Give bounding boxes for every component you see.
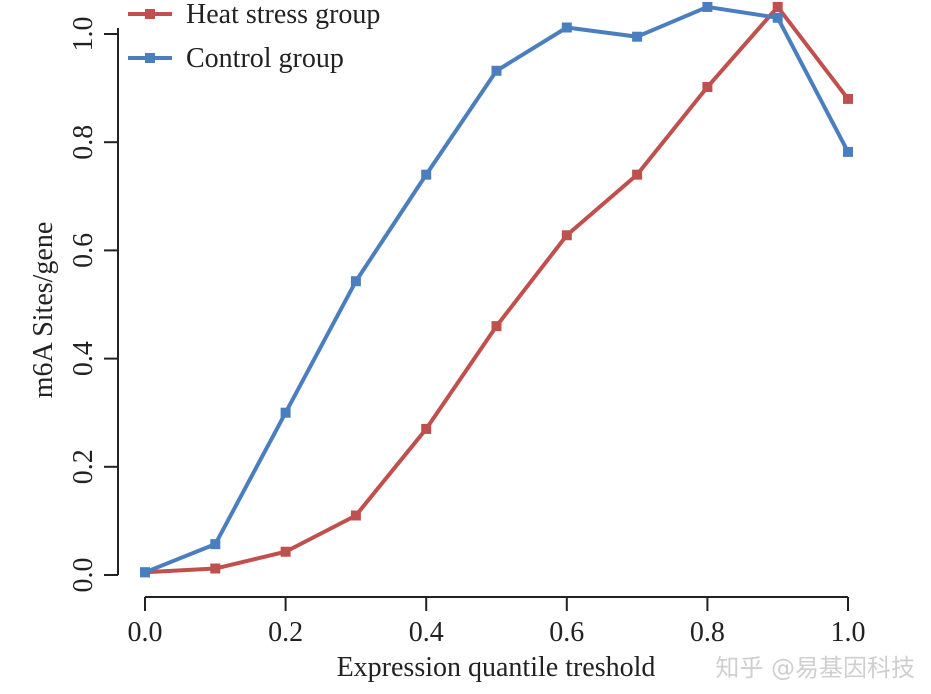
y-tick-label: 0.4 xyxy=(68,341,99,376)
legend-swatch-marker xyxy=(145,9,155,19)
data-point xyxy=(561,22,572,33)
y-tick-label: 1.0 xyxy=(68,17,99,52)
data-point xyxy=(280,546,291,557)
data-point xyxy=(772,1,783,12)
series-line-1 xyxy=(144,4,850,575)
y-tick-label: 0.2 xyxy=(68,449,99,484)
y-ticks: 0.0 0.2 0.4 0.6 0.8 1.0 xyxy=(68,17,118,593)
data-point xyxy=(632,169,643,180)
series-line-0 xyxy=(144,4,850,575)
x-tick-label: 0.6 xyxy=(549,617,584,648)
watermark-text: 知乎 @易基因科技 xyxy=(715,654,915,682)
legend-label: Heat stress group xyxy=(186,0,380,30)
data-point xyxy=(210,539,221,550)
x-tick-label: 0.8 xyxy=(690,617,725,648)
y-axis-title: m6A Sites/gene xyxy=(28,222,59,399)
data-point xyxy=(702,1,713,12)
x-tick-label: 0.0 xyxy=(128,617,163,648)
data-point xyxy=(140,567,150,578)
x-tick-label: 0.2 xyxy=(268,617,303,648)
x-tick-label: 1.0 xyxy=(831,617,866,648)
axes xyxy=(117,28,848,598)
x-axis-title: Expression quantile treshold xyxy=(337,652,656,683)
data-point xyxy=(350,276,361,287)
data-point xyxy=(280,407,291,418)
data-point xyxy=(772,12,783,23)
data-point xyxy=(843,93,853,104)
legend: Heat stress group Control group xyxy=(128,0,380,74)
legend-swatch-marker xyxy=(145,53,155,63)
data-point xyxy=(421,423,432,434)
y-tick-label: 0.8 xyxy=(68,125,99,160)
data-point xyxy=(421,169,432,180)
data-point xyxy=(632,31,643,42)
x-tick-label: 0.4 xyxy=(409,617,444,648)
data-point xyxy=(491,321,502,332)
series-layer xyxy=(140,1,853,578)
x-ticks: 0.0 0.2 0.4 0.6 0.8 1.0 xyxy=(128,597,866,648)
data-point xyxy=(350,510,361,521)
y-tick-label: 0.6 xyxy=(68,233,99,268)
data-point xyxy=(702,82,713,93)
y-tick-label: 0.0 xyxy=(68,558,99,593)
legend-label: Control group xyxy=(186,43,344,74)
data-point xyxy=(843,146,853,157)
data-point xyxy=(210,563,221,574)
data-point xyxy=(491,65,502,76)
data-point xyxy=(561,230,572,241)
